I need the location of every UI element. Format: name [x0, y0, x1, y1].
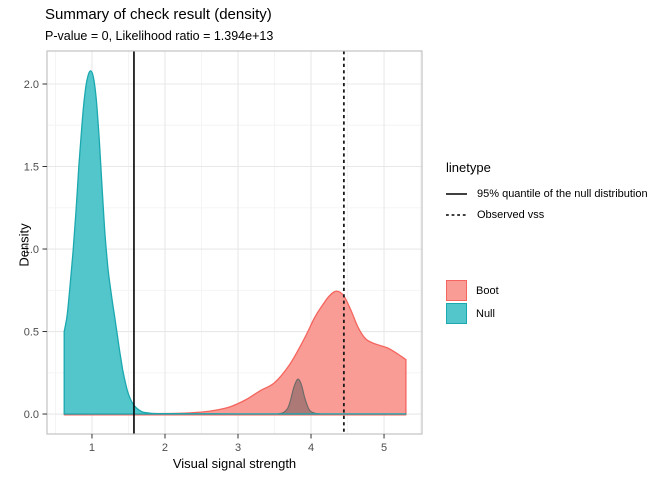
null-swatch-icon	[446, 303, 467, 324]
legend-item-observed-vss: Observed vss	[446, 209, 648, 221]
density-area-overlap	[278, 378, 321, 415]
legend-item-boot: Boot	[446, 280, 499, 301]
y-tick-label: 1.5	[24, 161, 39, 173]
legend-item-label: 95% quantile of the null distribution	[477, 188, 648, 200]
x-axis-title: Visual signal strength	[172, 456, 297, 471]
x-tick-label: 2	[162, 442, 168, 454]
legend-item-label: Null	[476, 307, 495, 320]
legend-item-null-quantile: 95% quantile of the null distribution	[446, 188, 648, 200]
panel-border	[46, 50, 423, 435]
linetype-legend: linetype 95% quantile of the null distri…	[446, 160, 648, 230]
y-tick-label: 0.5	[24, 326, 39, 338]
linetype-legend-title: linetype	[446, 160, 491, 175]
y-axis-title: Density	[16, 223, 32, 267]
legend-item-label: Boot	[476, 284, 499, 297]
x-tick-label: 3	[235, 442, 241, 454]
y-tick-label: 2.0	[24, 79, 39, 91]
solid-line-key-icon	[446, 193, 467, 195]
fill-legend: Boot Null	[446, 280, 499, 326]
legend-item-label: Observed vss	[477, 209, 545, 221]
y-tick-label: 1.0	[24, 244, 39, 256]
y-tick-label: 0.0	[24, 409, 39, 421]
chart-subtitle: P-value = 0, Likelihood ratio = 1.394e+1…	[45, 29, 274, 43]
dashed-line-key-icon	[446, 214, 467, 216]
density-area-boot	[63, 290, 407, 416]
chart-title: Summary of check result (density)	[45, 6, 272, 23]
x-tick-label: 5	[381, 442, 387, 454]
x-tick-label: 4	[308, 442, 314, 454]
density-area-null	[63, 70, 407, 415]
boot-swatch-icon	[446, 280, 467, 301]
legend-item-null: Null	[446, 303, 499, 324]
x-tick-label: 1	[89, 442, 95, 454]
